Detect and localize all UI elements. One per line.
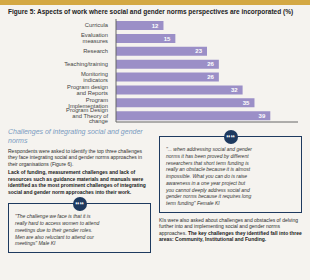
svg-text:Teaching/training: Teaching/training (64, 61, 108, 67)
svg-text:Program designand Reports: Program designand Reports (67, 84, 108, 96)
svg-text:23: 23 (195, 49, 202, 55)
html-text:"The challenge we face is that: "The challenge we face is that it is rea… (15, 213, 100, 247)
svg-text:Monitoringindicators: Monitoringindicators (81, 71, 108, 83)
html-text:Figure 5: Aspects of work wher: Figure 5: Aspects of work where social a… (8, 8, 294, 15)
html-text:KIs were also asked about chal: KIs were also asked about challenges and… (159, 216, 302, 243)
html-text:Lack of funding, measurement c: Lack of funding, measurement challenges … (8, 169, 146, 195)
svg-text:26: 26 (207, 74, 214, 80)
html-text:"... when addressing social an: "... when addressing social and gender n… (166, 146, 252, 207)
svg-text:26: 26 (207, 61, 214, 67)
html-text:Respondents were asked to iden: Respondents were asked to identify the t… (8, 147, 142, 167)
svg-text:Evaluationmeasures: Evaluationmeasures (81, 33, 108, 45)
html-text:Challenges of integrating soci: Challenges of integrating social and gen… (8, 128, 143, 144)
svg-text:39: 39 (259, 113, 266, 119)
svg-text:Research: Research (83, 48, 108, 54)
html-text:Implementation: Implementation (68, 102, 108, 109)
html-text:Program: Program (85, 97, 108, 103)
svg-text:32: 32 (231, 87, 238, 93)
svg-text:12: 12 (152, 23, 159, 29)
svg-text:Curricula: Curricula (85, 23, 109, 29)
svg-text:35: 35 (243, 100, 250, 106)
svg-text:Program Designand Theory ofcha: Program Designand Theory ofchange (66, 107, 108, 124)
svg-text:15: 15 (164, 36, 171, 42)
